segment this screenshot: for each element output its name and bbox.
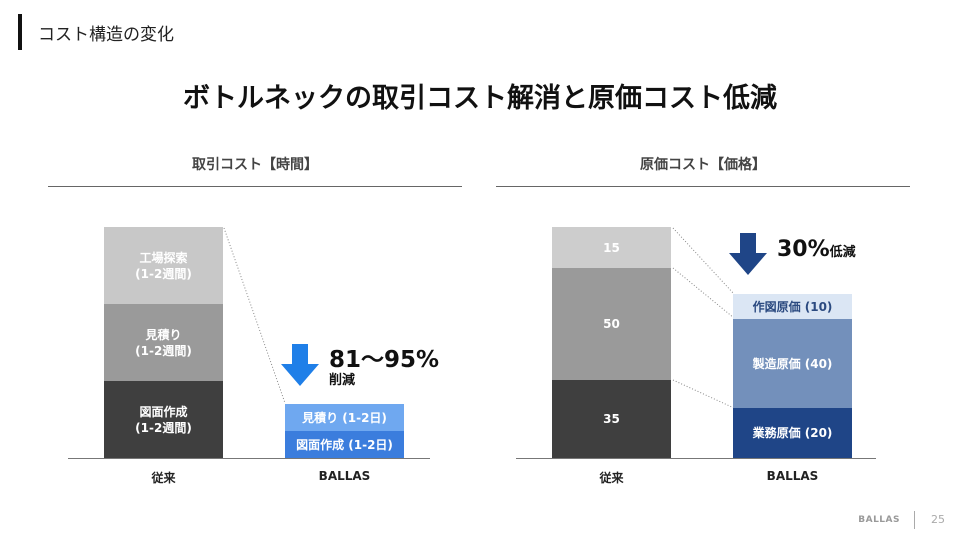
segment-label: (1-2週間) bbox=[135, 266, 192, 281]
reduction-value: 81〜95% bbox=[329, 347, 440, 373]
right-chart-title: 原価コスト【価格】 bbox=[640, 157, 766, 173]
bar-segment-operations-cost: 35 bbox=[552, 380, 671, 458]
segment-label: 見積り (1-2日) bbox=[302, 410, 387, 425]
bar-segment-drawing: 図面作成 (1-2週間) bbox=[104, 381, 223, 458]
down-arrow-icon bbox=[281, 344, 319, 386]
x-label-conventional: 従来 bbox=[151, 471, 176, 485]
segment-label: 製造原価 (40) bbox=[752, 356, 833, 371]
bar-segment-factory-search: 工場探索 (1-2週間) bbox=[104, 227, 223, 304]
right-title-rule bbox=[496, 186, 910, 187]
bar-segment-estimate: 見積り (1-2週間) bbox=[104, 304, 223, 381]
segment-label: 工場探索 bbox=[139, 250, 188, 265]
bar-segment-ballas-manufacturing: 製造原価 (40) bbox=[733, 319, 852, 408]
segment-label: 35 bbox=[603, 412, 620, 426]
segment-label: 図面作成 (1-2日) bbox=[296, 437, 393, 452]
bar-segment-ballas-drafting: 作図原価 (10) bbox=[733, 294, 852, 319]
footer-divider bbox=[914, 511, 915, 529]
segment-label: 作図原価 (10) bbox=[752, 299, 833, 314]
down-arrow-icon bbox=[729, 233, 767, 275]
footer-brand-logo: BALLAS bbox=[858, 515, 900, 525]
bar-segment-ballas-operations: 業務原価 (20) bbox=[733, 408, 852, 458]
bar-segment-drafting-cost: 15 bbox=[552, 227, 671, 268]
segment-label: 15 bbox=[603, 240, 620, 255]
segment-label: 見積り bbox=[145, 327, 182, 342]
reduction-callout: 30%低減 bbox=[777, 237, 856, 262]
segment-label: 50 bbox=[603, 317, 620, 331]
bar-segment-ballas-estimate: 見積り (1-2日) bbox=[285, 404, 404, 431]
section-accent-bar bbox=[18, 14, 22, 50]
segment-label: (1-2週間) bbox=[135, 420, 192, 435]
x-label-ballas: BALLAS bbox=[766, 469, 819, 483]
bar-segment-manufacturing-cost: 50 bbox=[552, 268, 671, 380]
reduction-suffix: 削減 bbox=[329, 373, 356, 388]
section-title: コスト構造の変化 bbox=[38, 25, 174, 45]
reduction-value: 30% bbox=[777, 237, 830, 262]
left-title-rule bbox=[48, 186, 462, 187]
x-label-conventional: 従来 bbox=[599, 471, 624, 485]
page-number: 25 bbox=[931, 513, 945, 526]
page-title: ボトルネックの取引コスト解消と原価コスト低減 bbox=[183, 83, 777, 114]
segment-label: (1-2週間) bbox=[135, 343, 192, 358]
right-x-axis bbox=[516, 458, 876, 459]
left-chart-title: 取引コスト【時間】 bbox=[192, 157, 318, 173]
segment-label: 業務原価 (20) bbox=[752, 426, 833, 440]
bar-segment-ballas-drawing: 図面作成 (1-2日) bbox=[285, 431, 404, 458]
x-label-ballas: BALLAS bbox=[318, 469, 371, 483]
reduction-suffix: 低減 bbox=[829, 245, 856, 260]
segment-label: 図面作成 bbox=[139, 404, 188, 419]
left-x-axis bbox=[68, 458, 430, 459]
